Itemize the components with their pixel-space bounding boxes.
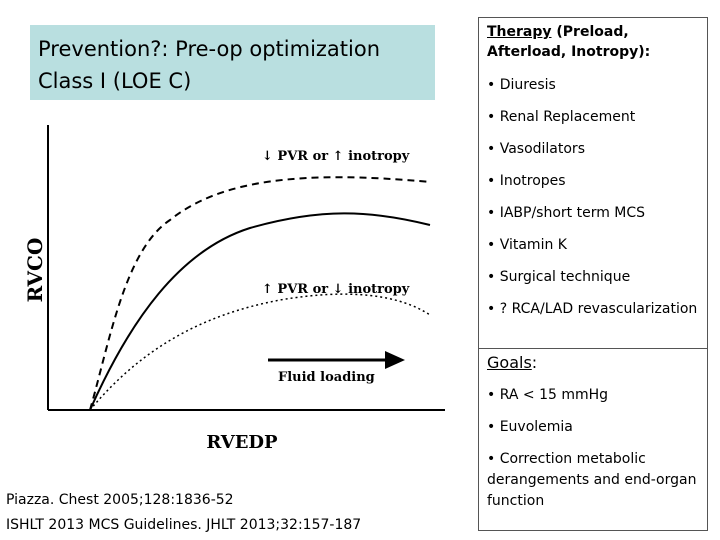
heading-underlined: Therapy	[487, 24, 552, 40]
upper-curve	[89, 176, 431, 411]
x-axis-label: RVEDP	[206, 432, 278, 450]
title-line: Class I (LOE C)	[38, 69, 192, 93]
arrow-head	[385, 351, 405, 369]
lower-curve	[89, 293, 431, 411]
lower-curve-label: ↑ PVR or ↓ inotropy	[262, 282, 410, 297]
therapy-heading: Therapy (Preload, Afterload, Inotropy):	[487, 22, 699, 62]
diagram: ↓ PVR or ↑ inotropy ↑ PVR or ↓ inotropy …	[23, 125, 445, 450]
middle-curve	[89, 212, 431, 411]
list-item: • ? RCA/LAD revascularization	[487, 301, 698, 317]
citation: Piazza. Chest 2005;128:1836-52	[6, 492, 234, 508]
citation: ISHLT 2013 MCS Guidelines. JHLT 2013;32:…	[6, 517, 362, 533]
heading-rest: :	[531, 353, 538, 372]
heading-underlined: Goals	[487, 353, 532, 372]
title-line: Prevention?: Pre-op optimization	[38, 37, 381, 61]
upper-curve-label: ↓ PVR or ↑ inotropy	[262, 149, 410, 164]
title-box: Prevention?: Pre-op optimization Class I…	[30, 25, 435, 100]
arrow-label: Fluid loading	[278, 370, 375, 385]
goals-heading: Goals:	[487, 353, 699, 373]
list-item: • Inotropes	[487, 173, 566, 189]
y-axis-label: RVCO	[23, 238, 47, 303]
therapy-list: • Diuresis • Renal Replacement • Vasodilat…	[487, 75, 699, 320]
list-item: • Renal Replacement	[487, 109, 636, 125]
list-item: • Vitamin K	[487, 237, 567, 253]
list-item: • Euvolemia	[487, 419, 573, 435]
list-item: • Surgical technique	[487, 269, 631, 285]
therapy-panel: Therapy (Preload, Afterload, Inotropy): …	[478, 17, 708, 349]
goals-list: • RA < 15 mmHg • Euvolemia • Correction me…	[487, 385, 699, 512]
list-item: • Vasodilators	[487, 141, 585, 157]
heading-rest: (Preload, Afterload, Inotropy):	[487, 24, 651, 60]
list-item: • RA < 15 mmHg	[487, 387, 609, 403]
list-item: • Correction metabolic derangements and …	[487, 451, 697, 509]
list-item: • IABP/short term MCS	[487, 205, 646, 221]
list-item: • Diuresis	[487, 77, 556, 93]
goals-panel: Goals: • RA < 15 mmHg • Euvolemia • Correc…	[478, 348, 708, 531]
